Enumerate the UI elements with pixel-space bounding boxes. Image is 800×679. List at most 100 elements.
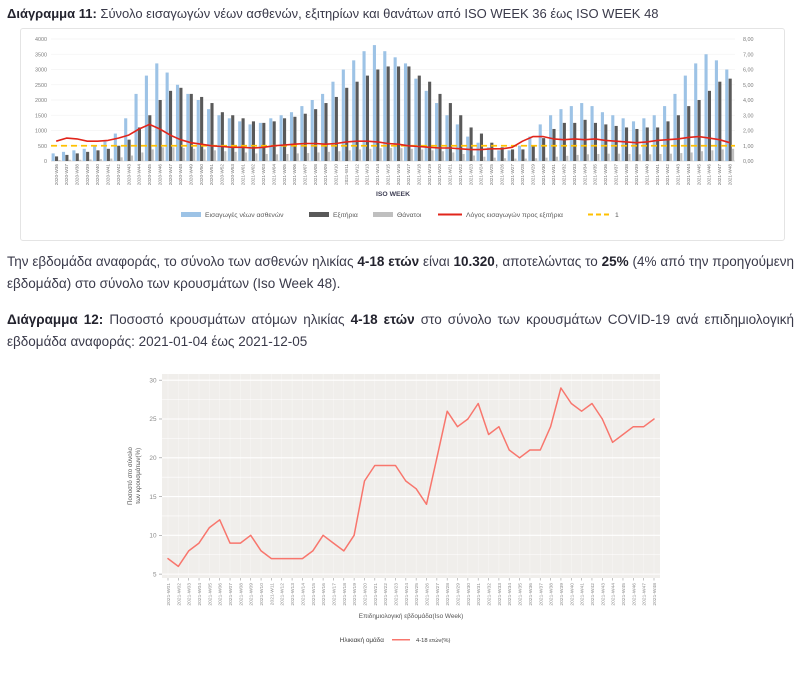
x-tick-label: 2021-W20 bbox=[437, 164, 442, 186]
x-tick-label: 2021-W28 bbox=[520, 164, 525, 186]
bar-admissions bbox=[704, 54, 708, 161]
bar-deaths bbox=[255, 153, 258, 162]
x-tick-label: 2021-W30 bbox=[541, 164, 546, 186]
bar-admissions bbox=[248, 124, 252, 161]
bar-admissions bbox=[165, 72, 169, 161]
x-tick-label: 2021-W47 bbox=[642, 583, 648, 606]
bar-deaths bbox=[358, 149, 362, 161]
bar-admissions bbox=[476, 142, 480, 161]
bold-text: Διάγραμμα 11: bbox=[7, 6, 97, 21]
text-run: στο σύνολο των κρουσμάτων COVID-19 ανά ε… bbox=[7, 312, 794, 349]
bar-deaths bbox=[327, 151, 330, 161]
bar-admissions bbox=[113, 133, 117, 161]
x-tick-label: 2021-W37 bbox=[613, 164, 618, 186]
bar-deaths bbox=[732, 148, 735, 161]
bar-discharges bbox=[65, 154, 69, 161]
bar-deaths bbox=[555, 156, 558, 161]
bar-deaths bbox=[79, 159, 82, 161]
y-tick-label: 5 bbox=[153, 571, 157, 578]
bar-deaths bbox=[348, 150, 351, 161]
bar-discharges bbox=[697, 100, 701, 161]
x-tick-label: 2020-W37 bbox=[64, 164, 69, 186]
bar-admissions bbox=[663, 106, 667, 161]
bar-admissions bbox=[341, 69, 345, 161]
x-tick-label: 2021-W11 bbox=[344, 164, 349, 185]
bar-discharges bbox=[158, 100, 162, 161]
x-tick-label: 2021-W06 bbox=[292, 164, 297, 186]
x-tick-label: 2021-W48 bbox=[727, 164, 732, 186]
bar-admissions bbox=[580, 103, 584, 161]
x-tick-label: 2021-W36 bbox=[603, 164, 608, 186]
bar-discharges bbox=[687, 106, 691, 161]
x-tick-label: 2021-W34 bbox=[582, 164, 587, 186]
bar-deaths bbox=[151, 149, 154, 161]
bar-deaths bbox=[659, 153, 662, 161]
bar-discharges bbox=[645, 127, 649, 161]
bar-discharges bbox=[428, 81, 432, 161]
bar-discharges bbox=[365, 75, 370, 161]
bar-discharges bbox=[625, 127, 629, 161]
bar-deaths bbox=[607, 153, 610, 161]
bar-discharges bbox=[86, 151, 90, 161]
x-tick-label: 2020-W50 bbox=[199, 164, 204, 186]
x-axis-title: ISO WEEK bbox=[376, 191, 410, 198]
bar-admissions bbox=[352, 60, 356, 161]
bar-discharges bbox=[220, 112, 224, 161]
x-tick-label: 2021-W20 bbox=[363, 583, 369, 606]
bar-discharges bbox=[386, 66, 390, 161]
x-tick-label: 2021-W17 bbox=[406, 164, 411, 186]
x-tick-label: 2021-W17 bbox=[331, 583, 337, 606]
x-tick-label: 2021-W46 bbox=[707, 164, 712, 186]
bar-discharges bbox=[210, 103, 214, 161]
figure-12-chart-wrap: 5 10 15 20 25 30 2021-W01 2021-W02 2021-W03 2021-… bbox=[122, 366, 674, 666]
x-tick-label: 2021-W38 bbox=[549, 583, 555, 606]
left-axis-tick-label: 500 bbox=[38, 144, 47, 150]
bar-admissions bbox=[186, 93, 190, 161]
bar-deaths bbox=[421, 149, 424, 161]
x-tick-label: 2021-W08 bbox=[313, 164, 318, 186]
right-axis-tick-label: 8,00 bbox=[743, 37, 754, 43]
x-tick-label: 2021-W24 bbox=[404, 583, 410, 606]
legend-title: Ηλικιακή ομάδα bbox=[340, 636, 385, 644]
bar-admissions bbox=[238, 121, 242, 161]
bar-admissions bbox=[72, 150, 76, 161]
bar-deaths bbox=[441, 151, 444, 161]
x-tick-label: 2021-W13 bbox=[365, 164, 370, 186]
x-tick-label: 2021-W11 bbox=[269, 583, 275, 605]
x-tick-label: 2021-W29 bbox=[456, 583, 462, 606]
bar-discharges bbox=[542, 138, 546, 162]
bar-deaths bbox=[68, 159, 71, 161]
x-tick-label: 2021-W01 bbox=[240, 164, 245, 186]
x-tick-label: 2021-W10 bbox=[334, 164, 339, 186]
bar-deaths bbox=[234, 151, 237, 161]
x-tick-label: 2021-W12 bbox=[280, 583, 286, 606]
bar-deaths bbox=[193, 148, 196, 161]
bar-deaths bbox=[265, 153, 268, 161]
bar-deaths bbox=[213, 150, 216, 161]
bar-deaths bbox=[535, 158, 538, 161]
legend-label: 1 bbox=[615, 212, 619, 219]
text-run: είναι bbox=[419, 254, 454, 269]
x-tick-label: 2021-W07 bbox=[228, 583, 234, 606]
bar-admissions bbox=[528, 136, 532, 161]
x-tick-label: 2021-W14 bbox=[300, 583, 306, 606]
bar-deaths bbox=[89, 159, 92, 161]
x-tick-label: 2020-W41 bbox=[106, 164, 111, 186]
x-tick-label: 2021-W08 bbox=[238, 583, 244, 606]
bold-text: 4-18 ετών bbox=[350, 312, 415, 327]
bar-admissions bbox=[569, 106, 573, 161]
bar-deaths bbox=[493, 157, 496, 161]
x-tick-label: 2021-W29 bbox=[531, 164, 536, 186]
x-tick-label: 2021-W47 bbox=[717, 164, 722, 186]
bar-admissions bbox=[403, 63, 408, 161]
text-run: (4% από την προηγούμενη εβδομάδα) στο σύ… bbox=[7, 254, 795, 291]
y-tick-label: 15 bbox=[149, 494, 157, 501]
bar-discharges bbox=[272, 121, 276, 161]
x-tick-label: 2021-W46 bbox=[631, 583, 637, 606]
bold-text: 4-18 ετών bbox=[357, 254, 420, 269]
x-tick-label: 2021-W42 bbox=[590, 583, 596, 606]
bar-discharges bbox=[169, 90, 173, 161]
bar-admissions bbox=[507, 150, 511, 161]
right-axis-tick-label: 7,00 bbox=[743, 52, 754, 58]
bar-admissions bbox=[82, 148, 86, 161]
